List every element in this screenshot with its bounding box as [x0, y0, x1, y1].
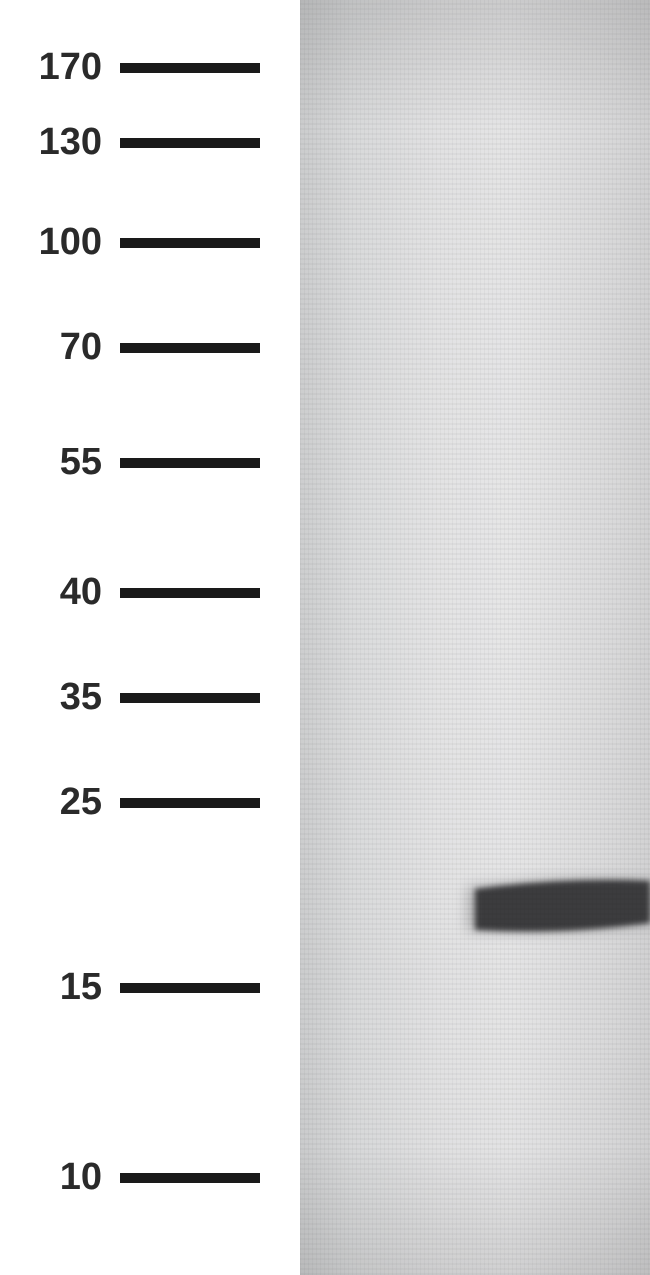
- marker-label: 35: [0, 676, 120, 719]
- marker-label: 15: [0, 966, 120, 1009]
- marker-10: 10: [0, 1156, 290, 1199]
- marker-tick: [120, 1173, 260, 1183]
- marker-label: 10: [0, 1156, 120, 1199]
- marker-25: 25: [0, 781, 290, 824]
- marker-label: 25: [0, 781, 120, 824]
- marker-170: 170: [0, 46, 290, 89]
- marker-35: 35: [0, 676, 290, 719]
- marker-40: 40: [0, 571, 290, 614]
- marker-130: 130: [0, 121, 290, 164]
- marker-100: 100: [0, 221, 290, 264]
- marker-tick: [120, 588, 260, 598]
- marker-tick: [120, 798, 260, 808]
- marker-70: 70: [0, 326, 290, 369]
- marker-tick: [120, 138, 260, 148]
- marker-tick: [120, 238, 260, 248]
- marker-label: 55: [0, 441, 120, 484]
- marker-15: 15: [0, 966, 290, 1009]
- marker-tick: [120, 63, 260, 73]
- western-blot: 170 130 100 70 55 40 35 25 15 10: [0, 0, 650, 1275]
- marker-label: 40: [0, 571, 120, 614]
- marker-tick: [120, 458, 260, 468]
- membrane-texture: [300, 0, 650, 1275]
- molecular-weight-ladder: 170 130 100 70 55 40 35 25 15 10: [0, 0, 290, 1275]
- marker-tick: [120, 343, 260, 353]
- marker-tick: [120, 983, 260, 993]
- marker-label: 130: [0, 121, 120, 164]
- marker-tick: [120, 693, 260, 703]
- marker-label: 70: [0, 326, 120, 369]
- marker-label: 170: [0, 46, 120, 89]
- marker-label: 100: [0, 221, 120, 264]
- marker-55: 55: [0, 441, 290, 484]
